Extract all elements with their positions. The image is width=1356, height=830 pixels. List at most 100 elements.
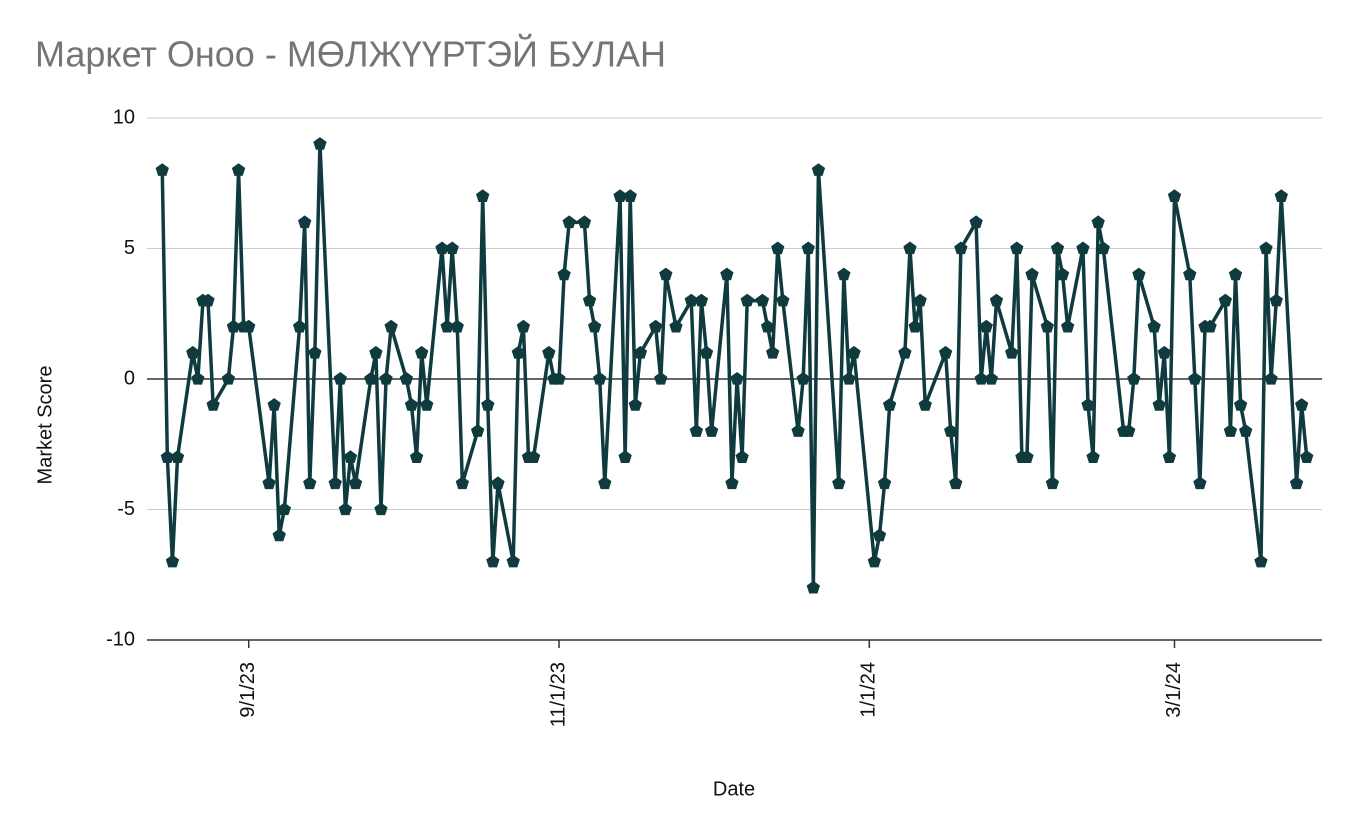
point-marker: [654, 372, 668, 385]
point-marker: [1152, 398, 1166, 411]
point-marker: [847, 345, 861, 359]
point-marker: [277, 502, 291, 516]
point-marker: [308, 345, 322, 359]
point-marker: [511, 345, 525, 359]
point-marker: [618, 450, 632, 463]
point-marker: [1223, 424, 1238, 437]
point-marker: [1147, 319, 1161, 333]
point-marker: [582, 293, 597, 307]
point-marker: [506, 554, 520, 568]
point-marker: [201, 293, 215, 307]
point-marker: [577, 215, 592, 229]
point-marker: [343, 450, 358, 463]
point-marker: [669, 319, 683, 333]
point-marker: [303, 476, 317, 490]
point-marker: [771, 241, 785, 255]
point-marker: [1289, 476, 1304, 490]
point-marker: [445, 241, 459, 255]
point-marker: [938, 345, 953, 359]
point-marker: [1010, 241, 1024, 255]
point-marker: [796, 372, 810, 385]
point-marker: [949, 476, 963, 490]
point-marker: [557, 267, 571, 281]
point-marker: [659, 267, 673, 281]
point-marker: [1167, 189, 1182, 202]
point-marker: [913, 293, 927, 307]
point-marker: [969, 215, 983, 229]
x-tick-label: 3/1/24: [1163, 662, 1185, 718]
point-marker: [755, 293, 770, 307]
point-marker: [231, 163, 246, 176]
chart-title: Маркет Оноо - МӨЛЖҮҮРТЭЙ БУЛАН: [35, 33, 666, 75]
point-marker: [476, 189, 490, 202]
x-tick-label: 11/1/23: [547, 662, 569, 727]
point-marker: [842, 372, 856, 385]
point-marker: [292, 319, 307, 333]
point-marker: [155, 163, 169, 176]
point-marker: [1228, 267, 1243, 281]
point-marker: [806, 580, 820, 594]
point-marker: [979, 319, 993, 333]
point-marker: [399, 372, 414, 385]
point-marker: [328, 476, 342, 490]
point-marker: [481, 398, 495, 411]
point-marker: [374, 502, 388, 516]
point-marker: [872, 528, 887, 542]
point-marker: [348, 476, 363, 490]
point-marker: [1269, 293, 1283, 307]
point-marker: [649, 319, 663, 333]
point-marker: [1188, 372, 1202, 385]
point-marker: [1061, 319, 1075, 333]
point-marker: [633, 345, 648, 359]
point-marker: [1096, 241, 1110, 255]
point-marker: [313, 137, 327, 150]
point-marker: [1076, 241, 1090, 255]
point-marker: [954, 241, 968, 255]
x-axis-label: Date: [713, 778, 755, 800]
point-marker: [409, 450, 424, 463]
point-marker: [765, 345, 780, 359]
point-marker: [1086, 450, 1100, 463]
point-marker: [1254, 554, 1268, 568]
point-marker: [542, 345, 556, 359]
point-marker: [170, 450, 185, 463]
point-marker: [1050, 241, 1065, 255]
point-marker: [760, 319, 775, 333]
point-marker: [552, 372, 566, 385]
point-marker: [908, 319, 922, 333]
point-marker: [420, 398, 434, 411]
point-marker: [1055, 267, 1070, 281]
point-marker: [598, 476, 612, 490]
point-marker: [160, 450, 175, 463]
point-marker: [1264, 372, 1278, 385]
point-marker: [369, 345, 383, 359]
point-marker: [776, 293, 790, 307]
point-marker: [191, 372, 205, 385]
point-marker: [379, 372, 393, 385]
point-marker: [974, 372, 988, 385]
point-marker: [720, 267, 734, 281]
point-marker: [735, 450, 749, 463]
point-marker: [882, 398, 897, 411]
point-marker: [1300, 450, 1314, 463]
point-marker: [1045, 476, 1060, 490]
point-marker: [384, 319, 398, 333]
point-marker: [404, 398, 419, 411]
point-marker: [1259, 241, 1273, 255]
point-marker: [811, 163, 826, 176]
point-marker: [989, 293, 1004, 307]
point-marker: [262, 476, 276, 490]
series-line: [160, 144, 1309, 588]
y-tick-label: -10: [106, 628, 135, 650]
y-tick-label: 0: [124, 367, 135, 389]
point-marker: [486, 554, 500, 568]
point-marker: [1081, 398, 1095, 411]
point-marker: [516, 319, 531, 333]
point-marker: [1233, 398, 1248, 411]
point-marker: [221, 372, 236, 385]
point-marker: [918, 398, 932, 411]
point-marker: [1274, 189, 1288, 202]
point-marker: [491, 476, 505, 490]
point-marker: [699, 345, 714, 359]
